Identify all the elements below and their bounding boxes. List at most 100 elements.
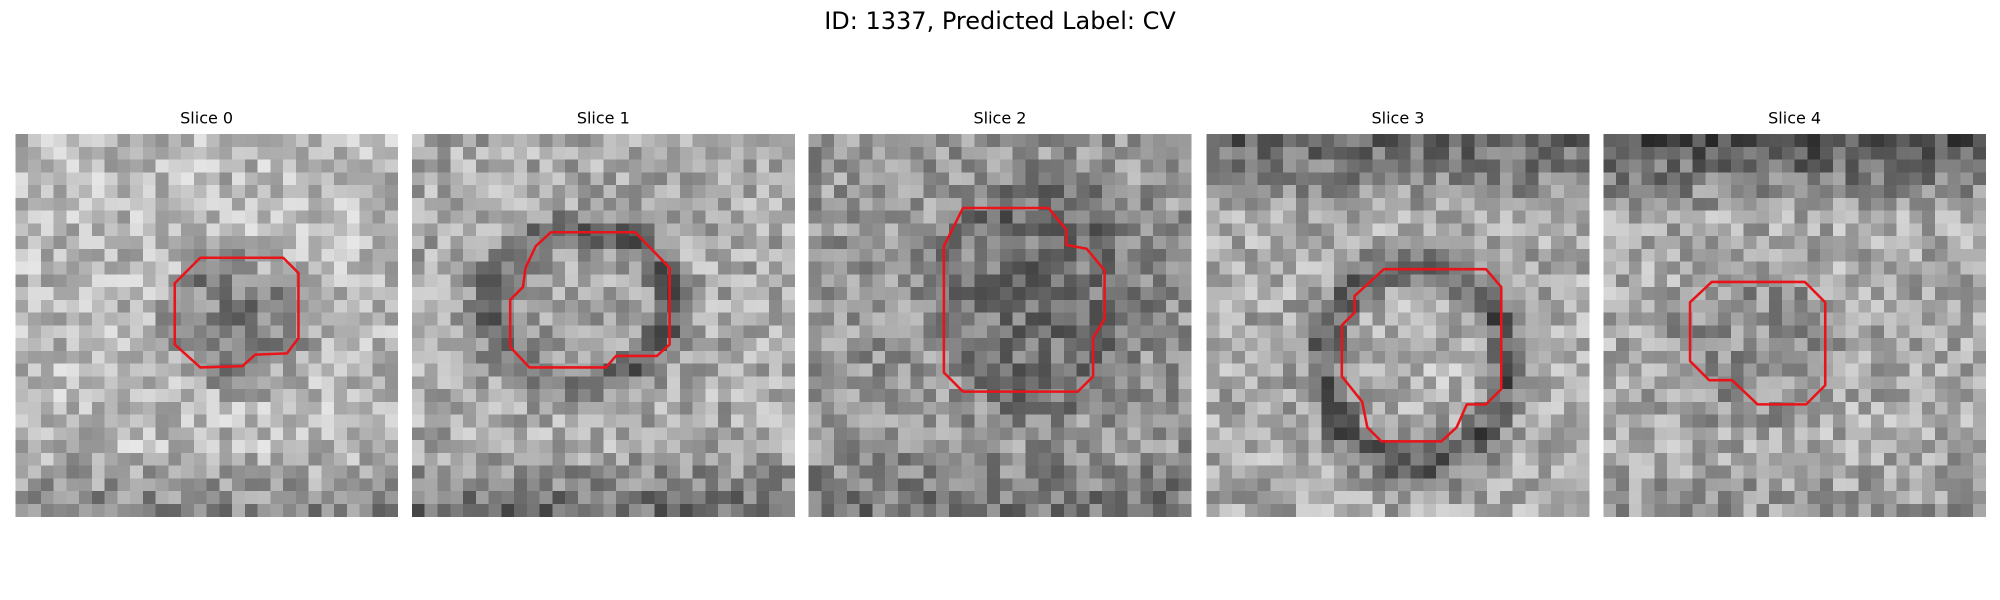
pixel	[40, 185, 54, 198]
pixel	[1270, 248, 1284, 262]
pixel	[1667, 197, 1680, 211]
pixel	[1359, 299, 1373, 313]
pixel	[539, 376, 553, 390]
pixel	[488, 172, 502, 186]
pixel	[808, 287, 822, 300]
pixel	[1730, 401, 1744, 415]
pixel	[1474, 236, 1488, 249]
pixel	[334, 261, 348, 275]
pixel	[1832, 312, 1846, 326]
pixel	[1063, 491, 1077, 505]
pixel	[590, 465, 604, 479]
pixel	[539, 261, 553, 275]
pixel	[1283, 287, 1297, 300]
pixel	[1538, 376, 1552, 390]
pixel	[91, 299, 105, 313]
pixel	[1051, 287, 1064, 300]
pixel	[1871, 389, 1885, 402]
pixel	[974, 440, 988, 454]
pixel	[193, 503, 207, 517]
pixel	[1654, 376, 1668, 390]
pixel	[1206, 389, 1220, 402]
pixel	[1947, 427, 1961, 441]
pixel	[1178, 440, 1192, 454]
pixel	[334, 210, 348, 224]
pixel	[1512, 491, 1526, 505]
pixel	[1372, 452, 1386, 466]
pixel	[1127, 478, 1141, 492]
pixel	[1718, 350, 1731, 364]
slice-panel	[15, 134, 399, 517]
pixel	[1845, 350, 1859, 364]
pixel	[730, 350, 744, 364]
pixel	[321, 363, 335, 377]
pixel	[1012, 299, 1026, 313]
pixel	[948, 172, 962, 186]
pixel	[79, 338, 92, 351]
pixel	[1794, 185, 1808, 198]
pixel	[539, 210, 553, 224]
pixel	[1628, 210, 1642, 224]
pixel	[1359, 197, 1373, 211]
pixel	[1922, 376, 1936, 390]
pixel	[923, 299, 937, 313]
pixel	[40, 401, 54, 415]
pixel	[1140, 261, 1154, 275]
pixel	[91, 197, 105, 211]
pixel	[1960, 210, 1974, 224]
pixel	[257, 363, 271, 377]
pixel	[1794, 261, 1808, 275]
pixel	[168, 210, 182, 224]
pixel	[270, 325, 284, 339]
pixel	[514, 172, 527, 186]
pixel	[679, 440, 693, 454]
pixel	[1219, 465, 1233, 479]
pixel	[53, 159, 67, 173]
pixel	[155, 427, 169, 441]
pixel	[1667, 210, 1680, 224]
pixel	[834, 452, 848, 466]
pixel	[1576, 414, 1590, 428]
pixel	[1051, 427, 1064, 441]
pixel	[1807, 465, 1821, 479]
pixel	[1563, 363, 1577, 377]
pixel	[91, 503, 105, 517]
pixel	[450, 325, 464, 339]
pixel	[1909, 299, 1923, 313]
pixel	[1206, 363, 1220, 377]
pixel	[1063, 440, 1077, 454]
pixel	[1743, 440, 1757, 454]
pixel	[1769, 261, 1783, 275]
pixel	[1679, 134, 1693, 147]
pixel	[372, 491, 386, 505]
pixel	[1667, 440, 1680, 454]
pixel	[1563, 452, 1577, 466]
pixel	[1896, 146, 1910, 160]
pixel	[1270, 223, 1284, 237]
pixel	[1538, 172, 1552, 186]
pixel	[193, 427, 207, 441]
pixel	[936, 440, 950, 454]
pixel	[15, 491, 29, 505]
pixel	[1153, 197, 1166, 211]
pixel	[450, 376, 464, 390]
pixel	[79, 223, 92, 237]
pixel	[552, 261, 566, 275]
pixel	[1025, 287, 1039, 300]
pixel	[1487, 248, 1501, 262]
pixel	[463, 210, 476, 224]
pixel	[987, 440, 1001, 454]
pixel	[270, 185, 284, 198]
pixel	[1359, 185, 1373, 198]
pixel	[1947, 376, 1961, 390]
pixel	[1538, 248, 1552, 262]
pixel	[1960, 452, 1974, 466]
pixel	[603, 185, 617, 198]
pixel	[1436, 478, 1450, 492]
pixel	[1102, 478, 1115, 492]
pixel	[526, 159, 540, 173]
pixel	[1820, 414, 1834, 428]
pixel	[1257, 248, 1271, 262]
pixel	[1076, 159, 1090, 173]
pixel	[257, 478, 271, 492]
